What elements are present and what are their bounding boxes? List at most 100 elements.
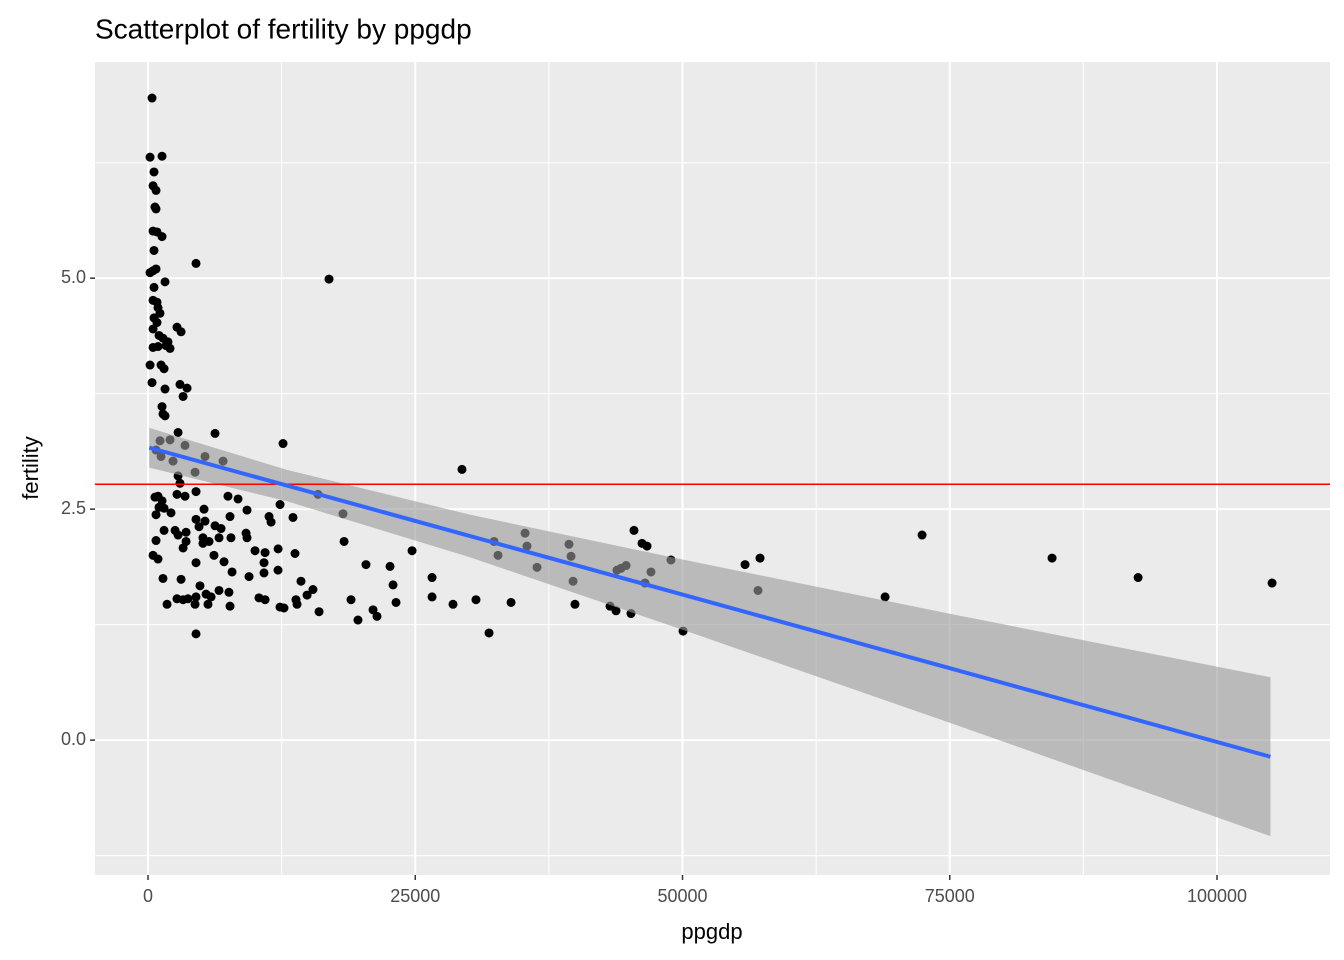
point bbox=[214, 533, 224, 543]
point bbox=[917, 530, 927, 540]
point bbox=[611, 606, 621, 616]
x-tick-label: 75000 bbox=[925, 886, 975, 906]
x-tick-label: 0 bbox=[143, 886, 153, 906]
point bbox=[153, 554, 163, 564]
x-tick-label: 100000 bbox=[1187, 886, 1247, 906]
point bbox=[175, 478, 185, 488]
point bbox=[152, 318, 162, 328]
point bbox=[203, 599, 213, 609]
point bbox=[206, 592, 216, 602]
point bbox=[200, 516, 210, 526]
point bbox=[148, 266, 158, 276]
point bbox=[484, 628, 494, 638]
point bbox=[385, 561, 395, 571]
point bbox=[302, 590, 312, 600]
point bbox=[178, 543, 188, 553]
point bbox=[260, 595, 270, 605]
fit-line bbox=[148, 445, 1271, 759]
point bbox=[159, 364, 169, 374]
point bbox=[346, 595, 356, 605]
point bbox=[427, 592, 437, 602]
point bbox=[145, 152, 155, 162]
point bbox=[740, 560, 750, 570]
point bbox=[166, 508, 176, 518]
point bbox=[191, 592, 201, 602]
point bbox=[259, 558, 269, 568]
point bbox=[471, 595, 481, 605]
point bbox=[191, 258, 201, 268]
point bbox=[176, 574, 186, 584]
point bbox=[151, 510, 161, 520]
point bbox=[227, 567, 237, 577]
point bbox=[339, 536, 349, 546]
point bbox=[151, 204, 161, 214]
point bbox=[195, 581, 205, 591]
point bbox=[275, 602, 285, 612]
x-tick-label: 25000 bbox=[390, 886, 440, 906]
point bbox=[259, 568, 269, 578]
point bbox=[755, 553, 765, 563]
point bbox=[391, 597, 401, 607]
point bbox=[180, 491, 190, 501]
point bbox=[151, 536, 161, 546]
point bbox=[290, 548, 300, 558]
point bbox=[148, 324, 158, 334]
point bbox=[151, 185, 161, 195]
point bbox=[260, 548, 270, 558]
point bbox=[216, 524, 226, 534]
point bbox=[210, 428, 220, 438]
point bbox=[178, 595, 188, 605]
point bbox=[214, 585, 224, 595]
point bbox=[278, 439, 288, 449]
point bbox=[194, 522, 204, 532]
y-axis-label: fertility bbox=[18, 436, 43, 500]
confidence-band bbox=[149, 427, 1271, 837]
point bbox=[191, 487, 201, 497]
point bbox=[372, 611, 382, 621]
point bbox=[149, 282, 159, 292]
point bbox=[880, 592, 890, 602]
point bbox=[1133, 573, 1143, 583]
point bbox=[172, 489, 182, 499]
point bbox=[288, 512, 298, 522]
point bbox=[219, 557, 229, 567]
point bbox=[158, 573, 168, 583]
point bbox=[160, 411, 170, 421]
point bbox=[160, 384, 170, 394]
point bbox=[199, 504, 209, 514]
point bbox=[242, 505, 252, 515]
point bbox=[273, 544, 283, 554]
point bbox=[204, 536, 214, 546]
point bbox=[153, 342, 163, 352]
point bbox=[233, 494, 243, 504]
point bbox=[361, 560, 371, 570]
point bbox=[225, 601, 235, 611]
point bbox=[191, 629, 201, 639]
point bbox=[147, 93, 157, 103]
point bbox=[226, 533, 236, 543]
point bbox=[273, 565, 283, 575]
point bbox=[506, 597, 516, 607]
point bbox=[157, 232, 167, 242]
point bbox=[175, 379, 185, 389]
point bbox=[224, 587, 234, 597]
chart-title: Scatterplot of fertility by ppgdp bbox=[95, 13, 472, 44]
point bbox=[178, 391, 188, 401]
point bbox=[388, 580, 398, 590]
x-axis-label: ppgdp bbox=[681, 919, 742, 944]
point bbox=[149, 167, 159, 177]
point bbox=[173, 427, 183, 437]
point bbox=[296, 576, 306, 586]
point bbox=[314, 607, 324, 617]
point bbox=[266, 517, 276, 527]
point bbox=[368, 605, 378, 615]
x-tick-label: 50000 bbox=[657, 886, 707, 906]
point bbox=[308, 585, 318, 595]
point bbox=[162, 599, 172, 609]
y-tick-label: 2.5 bbox=[61, 498, 86, 518]
point bbox=[275, 500, 285, 510]
point bbox=[1047, 553, 1057, 563]
point bbox=[176, 327, 186, 337]
